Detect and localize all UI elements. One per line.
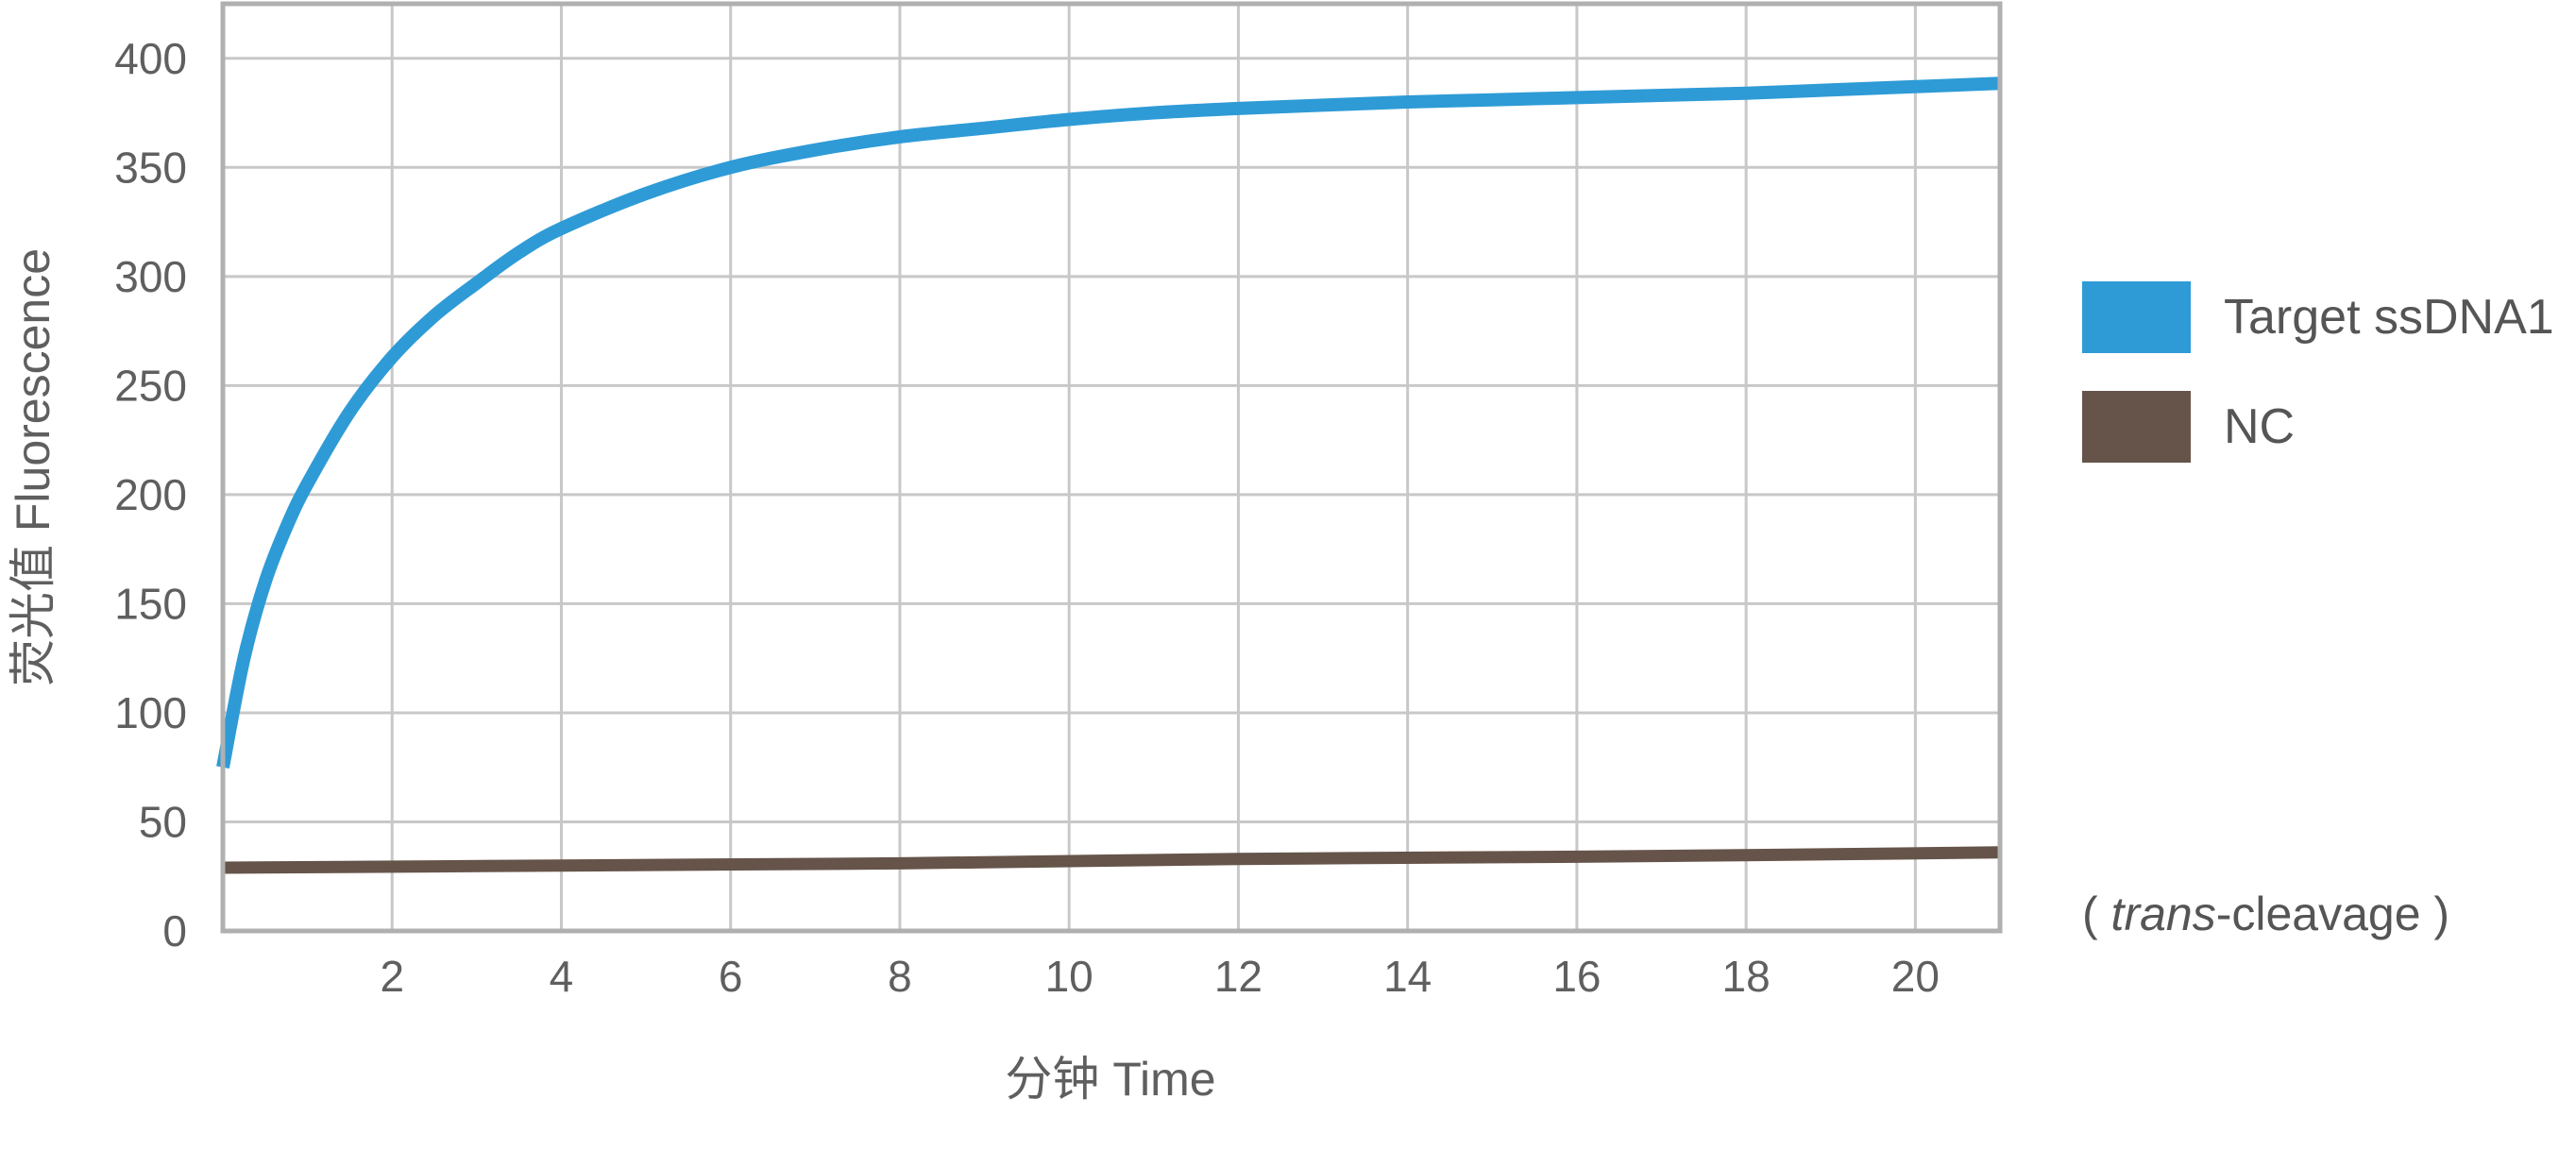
x-tick-label: 14 — [1383, 952, 1432, 1001]
y-tick-label: 150 — [114, 579, 187, 628]
y-tick-label: 100 — [114, 688, 187, 737]
y-tick-label: 0 — [162, 906, 187, 956]
y-tick-label: 250 — [114, 361, 187, 410]
legend-label: NC — [2224, 399, 2295, 454]
x-tick-labels: 2 4 6 8 10 12 14 16 18 20 — [380, 952, 1940, 1001]
note-rest: -cleavage ) — [2216, 888, 2449, 940]
y-tick-label: 300 — [114, 252, 187, 301]
y-tick-label: 400 — [114, 34, 187, 83]
x-tick-label: 10 — [1045, 952, 1093, 1001]
trans-cleavage-note: ( trans-cleavage ) — [2082, 888, 2449, 940]
note-open: ( — [2082, 888, 2111, 940]
series-line-0 — [216, 76, 2001, 769]
series-lines — [216, 76, 2001, 874]
x-axis-title: 分钟 Time — [1005, 1053, 1215, 1106]
y-axis-title: 荧光值 Fluorescence — [7, 248, 59, 686]
series-line-1 — [222, 846, 2001, 874]
legend-swatch — [2082, 391, 2191, 463]
note-italic: trans — [2111, 888, 2216, 940]
y-tick-label: 200 — [114, 470, 187, 519]
x-tick-label: 16 — [1552, 952, 1601, 1001]
legend-label: Target ssDNA1 — [2224, 290, 2554, 345]
grid-lines — [223, 4, 2000, 931]
y-tick-label: 50 — [139, 797, 187, 846]
x-tick-label: 2 — [380, 952, 404, 1001]
x-tick-label: 4 — [550, 952, 574, 1001]
x-tick-label: 6 — [719, 952, 743, 1001]
x-tick-label: 12 — [1214, 952, 1263, 1001]
y-tick-labels: 0 50 100 150 200 250 300 350 400 — [114, 34, 187, 956]
legend-swatch — [2082, 281, 2191, 353]
legend: Target ssDNA1 NC — [2082, 281, 2554, 463]
y-tick-label: 350 — [114, 143, 187, 192]
x-tick-label: 8 — [888, 952, 912, 1001]
x-tick-label: 20 — [1891, 952, 1940, 1001]
plot-frame — [220, 1, 2003, 934]
x-tick-label: 18 — [1722, 952, 1771, 1001]
